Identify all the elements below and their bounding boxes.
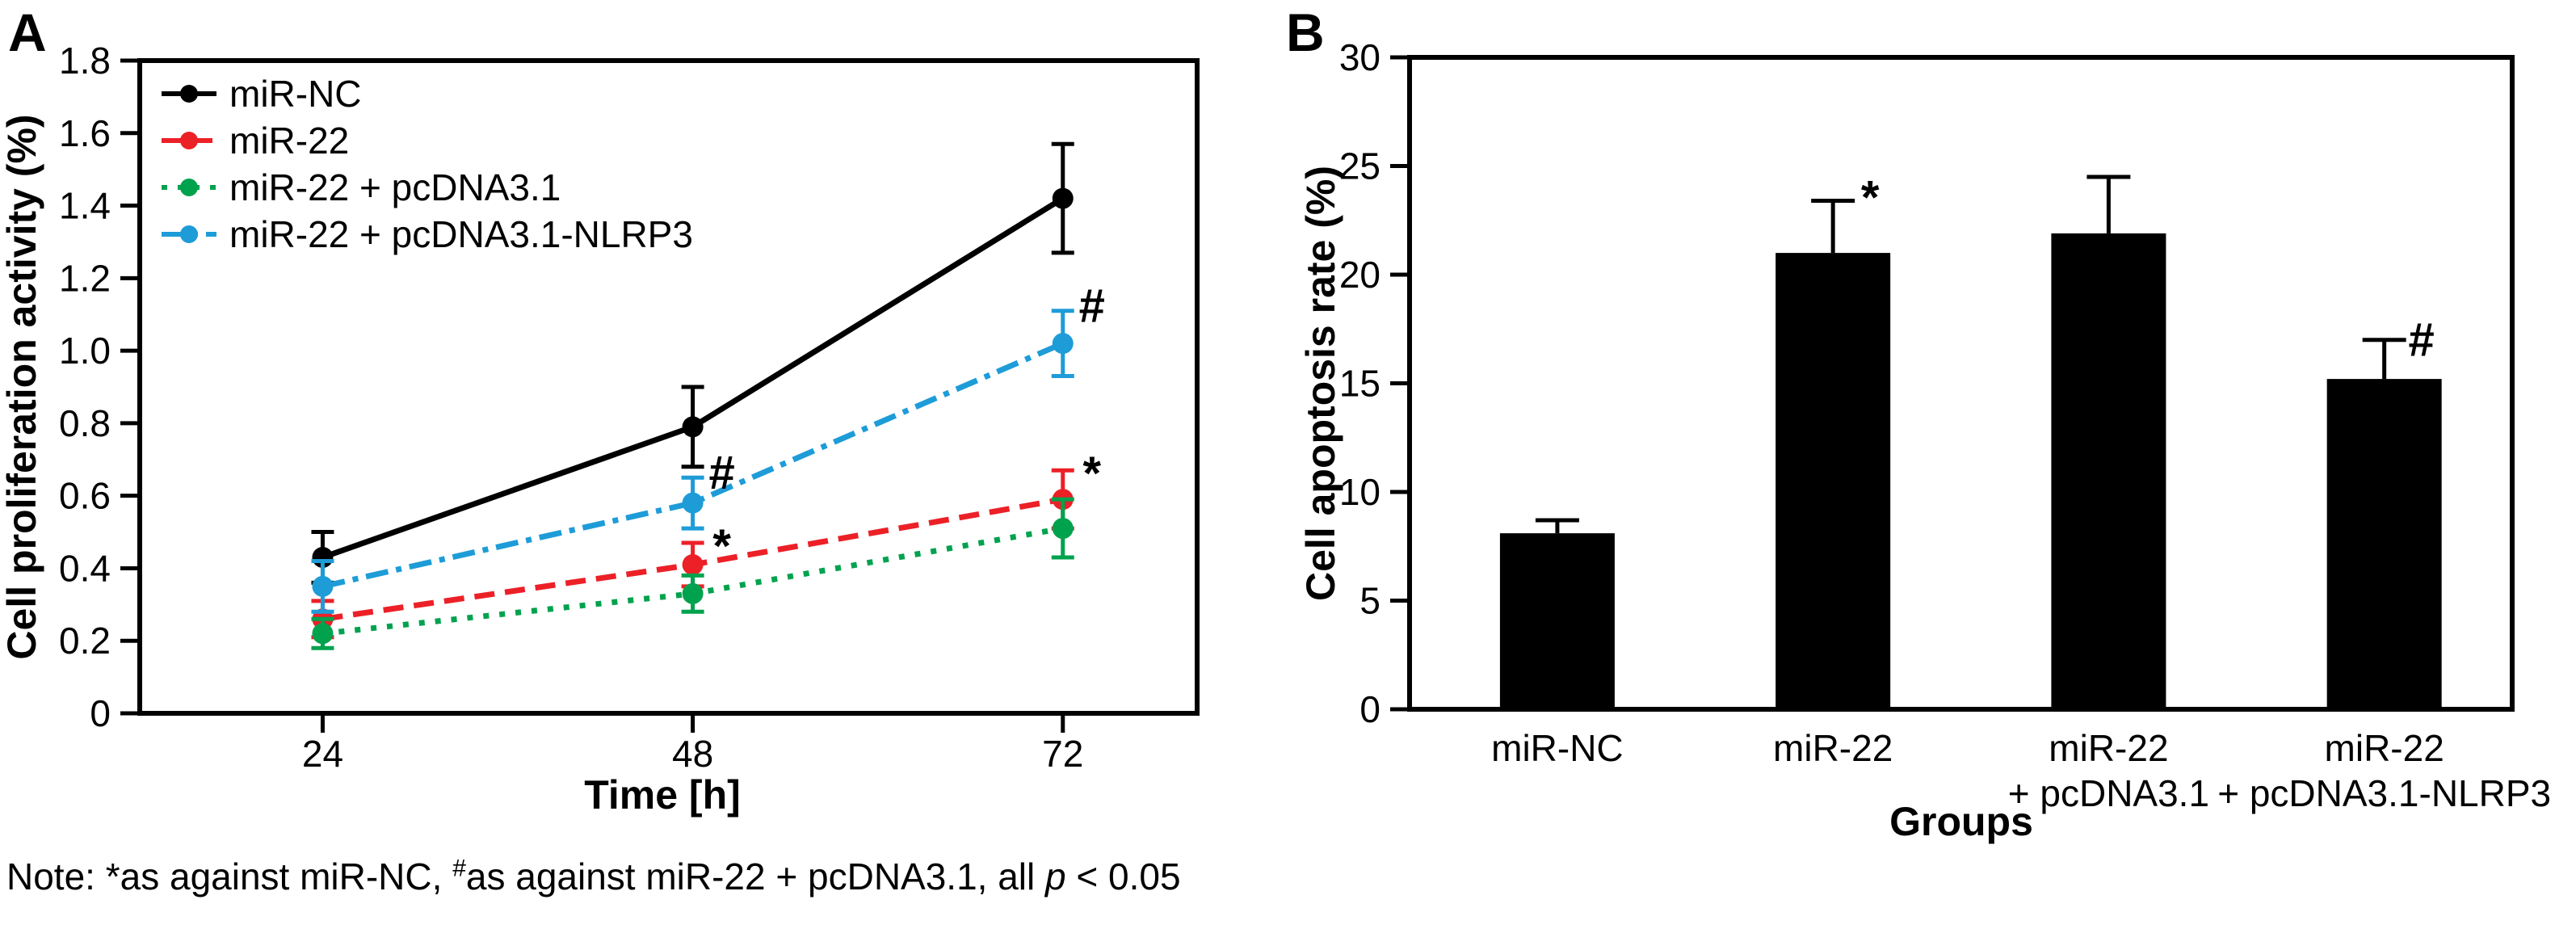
y-tick-label: 1.0	[59, 330, 111, 372]
x-category-label: miR-NC	[1491, 727, 1624, 769]
x-category-label: + pcDNA3.1	[2008, 772, 2209, 814]
legend-item: miR-NC	[162, 73, 362, 115]
y-tick-label: 1.2	[59, 257, 111, 299]
data-point	[312, 623, 334, 645]
note-p-italic: p	[1045, 855, 1066, 897]
y-tick-label: 15	[1339, 363, 1380, 405]
series-miR-22 + pcDNA3.1	[311, 497, 1074, 650]
x-tick-label: 48	[672, 733, 713, 775]
panel-a-label: A	[8, 2, 47, 62]
data-point	[312, 575, 334, 597]
figure-note: Note: *as against miR-NC, #as against mi…	[6, 855, 1181, 898]
y-tick-label: 20	[1339, 254, 1380, 296]
data-point	[682, 582, 704, 604]
y-tick-label: 0.4	[59, 547, 111, 589]
note-middle: as against miR-22 + pcDNA3.1, all	[465, 855, 1046, 897]
x-category-label: miR-22	[2325, 727, 2444, 769]
legend-marker-dot	[180, 179, 198, 196]
note-prefix: Note: *as against miR-NC,	[6, 855, 453, 897]
significance-marker: *	[1082, 448, 1101, 500]
legend-item: miR-22 + pcDNA3.1	[162, 166, 561, 208]
bar	[2051, 233, 2166, 709]
significance-marker: *	[712, 520, 731, 573]
series-miR-22 + pcDNA3.1-NLRP3: ##	[311, 280, 1105, 614]
y-tick-label: 30	[1339, 36, 1380, 78]
x-axis-title: Time [h]	[584, 772, 741, 818]
y-tick-label: 1.4	[59, 185, 111, 227]
series-miR-NC	[311, 141, 1074, 585]
y-axis-title: Cell apoptosis rate (%)	[1298, 166, 1343, 601]
y-tick-label: 10	[1339, 471, 1380, 513]
legend-marker-dot	[180, 132, 198, 149]
data-point	[1052, 187, 1074, 209]
significance-marker: #	[2409, 314, 2435, 367]
bar	[1499, 533, 1615, 709]
data-point	[1052, 518, 1074, 540]
significance-marker: #	[1079, 280, 1105, 333]
panel-b-label: B	[1286, 2, 1325, 62]
x-category-label: miR-22	[2049, 727, 2168, 769]
bar	[2326, 379, 2442, 709]
data-point	[682, 416, 704, 438]
significance-marker: *	[1861, 172, 1880, 225]
legend-label: miR-NC	[229, 73, 362, 115]
data-point	[682, 492, 704, 514]
data-point	[1052, 333, 1074, 355]
y-tick-label: 0.8	[59, 402, 111, 444]
x-category-label: miR-22	[1773, 727, 1893, 769]
y-tick-label: 0.2	[59, 620, 111, 662]
bar	[1775, 253, 1891, 710]
y-tick-label: 1.6	[59, 112, 111, 154]
bar-group-miR-22: miR-22+ pcDNA3.1	[2008, 174, 2209, 814]
significance-marker: #	[708, 447, 734, 499]
y-tick-label: 0	[90, 692, 111, 734]
bar-group-miR-22: # miR-22+ pcDNA3.1-NLRP3	[2217, 314, 2551, 814]
y-tick-label: 25	[1339, 145, 1380, 187]
y-tick-label: 0.6	[59, 475, 111, 517]
y-tick-label: 0	[1359, 688, 1380, 730]
legend-label: miR-22 + pcDNA3.1-NLRP3	[229, 213, 693, 255]
note-suffix: < 0.05	[1065, 855, 1181, 897]
line-chart-cell-proliferation: 0 0.2 0.4 0.6 0.8 1.0 1.2 1.4 1.6 1.8 24 48 72 Time […	[0, 40, 1200, 818]
note-hash-superscript: #	[452, 855, 466, 882]
x-axis-title: Groups	[1889, 799, 2033, 844]
x-tick-label: 24	[302, 733, 343, 775]
bar-group-miR-NC: miR-NC	[1491, 518, 1624, 769]
bar-group-miR-22: * miR-22	[1773, 172, 1893, 769]
data-point	[682, 553, 704, 575]
x-tick-label: 72	[1042, 733, 1083, 775]
y-tick-label: 1.8	[59, 40, 111, 82]
legend-item: miR-22	[162, 120, 349, 162]
legend-label: miR-22 + pcDNA3.1	[229, 166, 561, 208]
y-tick-label: 5	[1359, 580, 1380, 622]
legend-marker-dot	[180, 225, 198, 243]
y-axis-title: Cell proliferation activity (%)	[0, 114, 44, 659]
x-category-label: + pcDNA3.1-NLRP3	[2217, 772, 2551, 814]
legend-label: miR-22	[229, 120, 349, 162]
legend-item: miR-22 + pcDNA3.1-NLRP3	[162, 213, 693, 255]
plot-border	[137, 58, 1200, 716]
legend-marker-dot	[180, 85, 198, 103]
